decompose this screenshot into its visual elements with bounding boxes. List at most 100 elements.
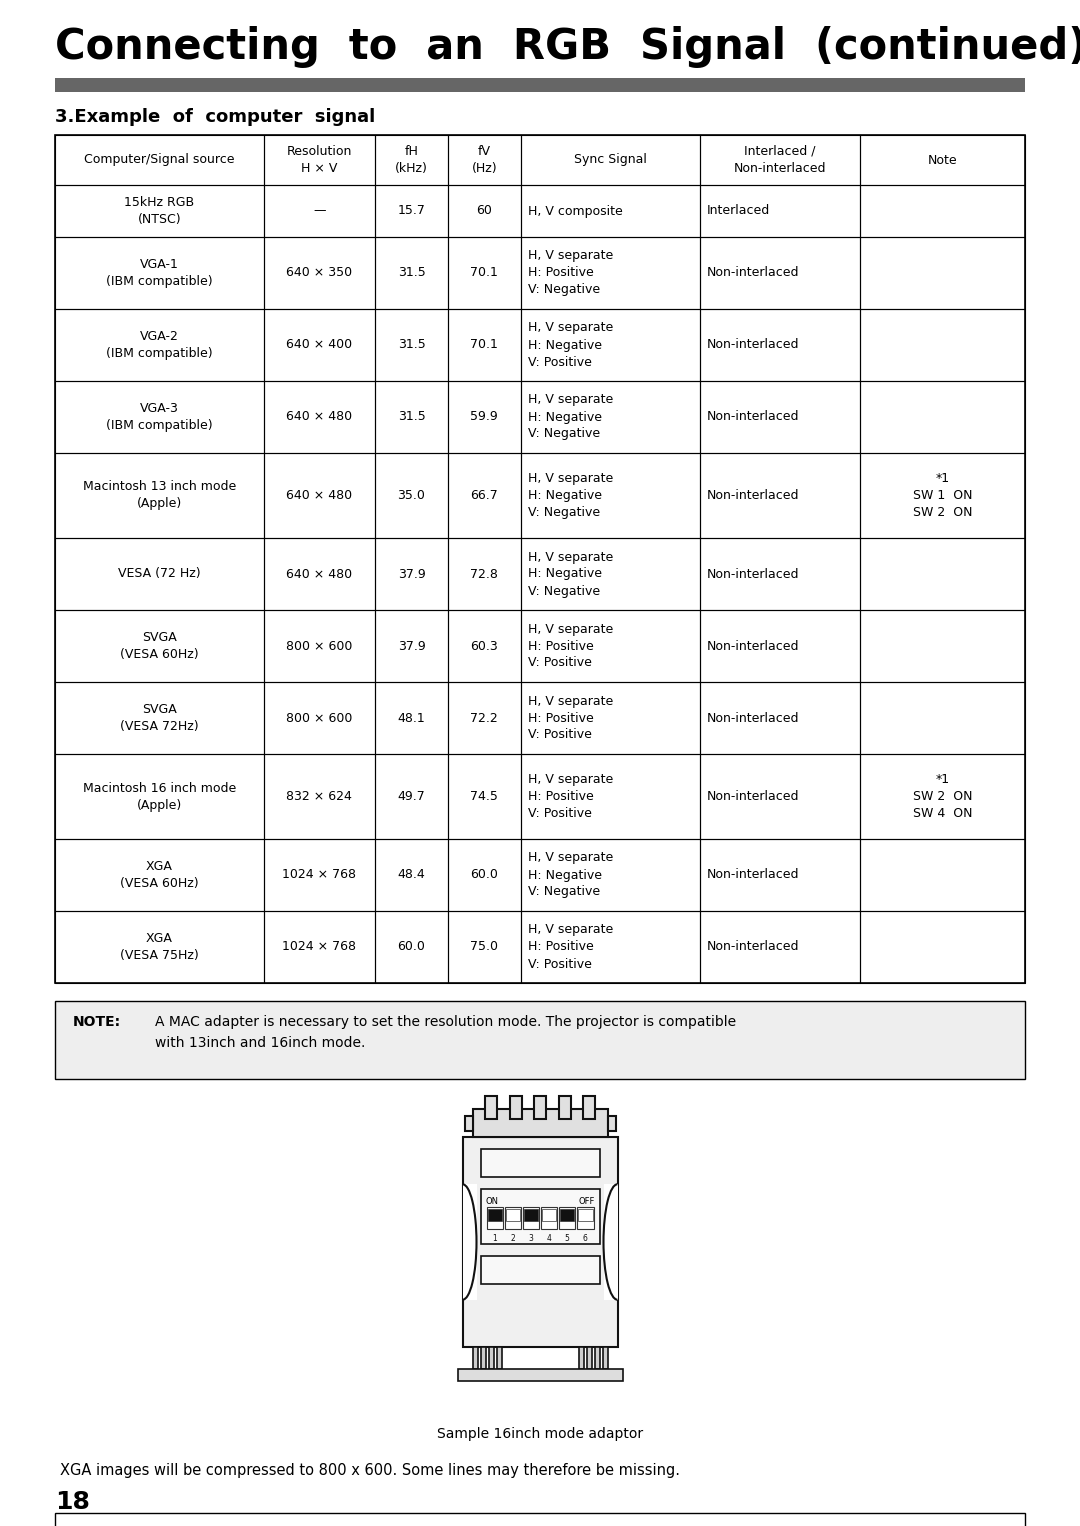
Text: SVGA
(VESA 72Hz): SVGA (VESA 72Hz) (120, 703, 199, 732)
Text: Computer/Signal source: Computer/Signal source (84, 154, 234, 166)
Bar (521, 539, 700, 610)
Bar (504, 1207, 521, 1228)
Text: 70.1: 70.1 (470, 339, 498, 351)
Text: Non-interlaced: Non-interlaced (707, 711, 799, 725)
Bar (521, 610, 700, 682)
Bar (700, 237, 860, 308)
Bar (375, 134, 448, 185)
Text: 640 × 480: 640 × 480 (286, 410, 352, 424)
Text: 60: 60 (476, 204, 492, 218)
Text: 5: 5 (565, 1235, 569, 1244)
Bar (523, 1207, 539, 1228)
Text: 60.0: 60.0 (470, 868, 498, 882)
Text: 59.9: 59.9 (471, 410, 498, 424)
Bar (448, 911, 521, 983)
Bar (462, 1184, 476, 1300)
Bar (860, 682, 1025, 754)
Text: 1: 1 (492, 1235, 497, 1244)
Text: XGA
(VESA 75Hz): XGA (VESA 75Hz) (120, 932, 199, 961)
Text: 3.Example  of  computer  signal: 3.Example of computer signal (55, 108, 375, 127)
Text: XGA
(VESA 60Hz): XGA (VESA 60Hz) (120, 861, 199, 890)
Bar (700, 185, 860, 237)
Bar (586, 1347, 592, 1369)
Text: 640 × 480: 640 × 480 (286, 568, 352, 580)
Text: 1024 × 768: 1024 × 768 (282, 940, 356, 954)
Bar (521, 839, 700, 911)
Bar (481, 1149, 599, 1177)
Bar (448, 134, 521, 185)
Bar (55, 1512, 1025, 1526)
Text: H, V separate
H: Positive
V: Positive: H, V separate H: Positive V: Positive (528, 774, 612, 819)
Text: 37.9: 37.9 (397, 568, 426, 580)
Text: H, V separate
H: Positive
V: Negative: H, V separate H: Positive V: Negative (528, 249, 612, 296)
Bar (264, 308, 375, 382)
Text: 31.5: 31.5 (397, 410, 426, 424)
Bar (55, 134, 264, 185)
Text: Non-interlaced: Non-interlaced (707, 790, 799, 803)
Bar (860, 237, 1025, 308)
Text: 640 × 480: 640 × 480 (286, 488, 352, 502)
Bar (510, 1096, 522, 1119)
Bar (860, 308, 1025, 382)
Text: VGA-1
(IBM compatible): VGA-1 (IBM compatible) (106, 258, 213, 288)
Bar (55, 754, 264, 839)
Text: Interlaced /
Non-interlaced: Interlaced / Non-interlaced (733, 145, 826, 175)
Text: 18: 18 (55, 1489, 90, 1514)
Bar (700, 682, 860, 754)
Text: OFF: OFF (578, 1196, 594, 1206)
Text: ON: ON (486, 1196, 499, 1206)
Bar (583, 1096, 595, 1119)
Text: Non-interlaced: Non-interlaced (707, 940, 799, 954)
Text: Connecting  to  an  RGB  Signal  (continued): Connecting to an RGB Signal (continued) (55, 26, 1080, 69)
Text: VGA-2
(IBM compatible): VGA-2 (IBM compatible) (106, 330, 213, 360)
Bar (700, 453, 860, 539)
Text: 4: 4 (546, 1235, 552, 1244)
Bar (55, 237, 264, 308)
Bar (521, 134, 700, 185)
Bar (448, 185, 521, 237)
Bar (55, 1001, 1025, 1079)
Text: Non-interlaced: Non-interlaced (707, 267, 799, 279)
Text: 640 × 400: 640 × 400 (286, 339, 352, 351)
Bar (488, 1347, 494, 1369)
Bar (860, 911, 1025, 983)
Bar (521, 754, 700, 839)
Text: 6: 6 (583, 1235, 588, 1244)
Text: 31.5: 31.5 (397, 267, 426, 279)
Text: Macintosh 13 inch mode
(Apple): Macintosh 13 inch mode (Apple) (83, 481, 235, 511)
Bar (860, 185, 1025, 237)
Bar (55, 185, 264, 237)
Bar (458, 1369, 622, 1381)
Text: 800 × 600: 800 × 600 (286, 711, 352, 725)
Bar (558, 1096, 570, 1119)
Bar (448, 610, 521, 682)
Bar (700, 911, 860, 983)
Text: Non-interlaced: Non-interlaced (707, 339, 799, 351)
Text: 49.7: 49.7 (397, 790, 426, 803)
Bar (578, 1207, 594, 1228)
Bar (700, 308, 860, 382)
Bar (375, 308, 448, 382)
Text: 35.0: 35.0 (397, 488, 426, 502)
Bar (700, 382, 860, 453)
Text: Non-interlaced: Non-interlaced (707, 639, 799, 653)
Text: 15.7: 15.7 (397, 204, 426, 218)
Bar (375, 911, 448, 983)
Bar (448, 839, 521, 911)
Bar (579, 1347, 583, 1369)
Text: Macintosh 16 inch mode
(Apple): Macintosh 16 inch mode (Apple) (83, 781, 235, 812)
Bar (55, 382, 264, 453)
Bar (559, 1207, 576, 1228)
Bar (521, 308, 700, 382)
Bar (700, 610, 860, 682)
Text: 75.0: 75.0 (470, 940, 498, 954)
Bar (700, 134, 860, 185)
Text: 60.0: 60.0 (397, 940, 426, 954)
Bar (521, 185, 700, 237)
Bar (464, 1116, 473, 1131)
Bar (264, 610, 375, 682)
Bar (603, 1347, 607, 1369)
Bar (607, 1116, 616, 1131)
Bar (473, 1347, 477, 1369)
Bar (448, 682, 521, 754)
